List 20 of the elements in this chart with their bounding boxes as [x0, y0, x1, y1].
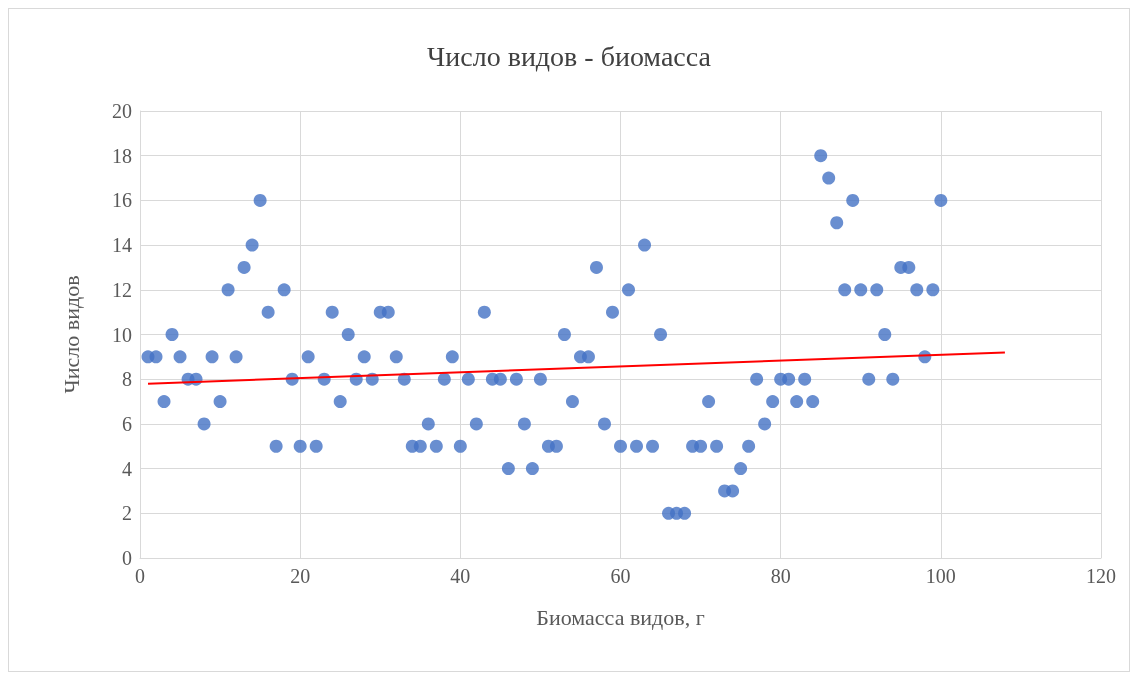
x-tick-label: 120	[1086, 565, 1116, 587]
x-tick-label: 60	[610, 565, 631, 587]
x-tick-label: 20	[290, 565, 311, 587]
y-tick-label: 20	[112, 100, 132, 122]
x-tick-label: 80	[770, 565, 791, 587]
y-tick-label: 2	[122, 502, 132, 525]
y-axis-title: Число видов	[58, 275, 84, 394]
y-tick-label: 12	[112, 278, 132, 301]
y-tick-label: 8	[122, 368, 132, 391]
x-tick-label: 40	[450, 565, 471, 587]
y-tick-label: 6	[122, 412, 132, 435]
x-tick-label: 100	[925, 565, 956, 587]
y-tick-label: 10	[112, 323, 132, 346]
y-tick-label: 14	[112, 234, 132, 257]
y-tick-label: 16	[112, 189, 132, 212]
y-tick-label: 0	[122, 547, 132, 569]
x-axis-title: Биомасса видов, г	[536, 604, 705, 630]
y-tick-label: 18	[112, 144, 132, 167]
chart-title: Число видов - биомасса	[427, 40, 712, 72]
y-tick-label: 4	[122, 457, 132, 480]
